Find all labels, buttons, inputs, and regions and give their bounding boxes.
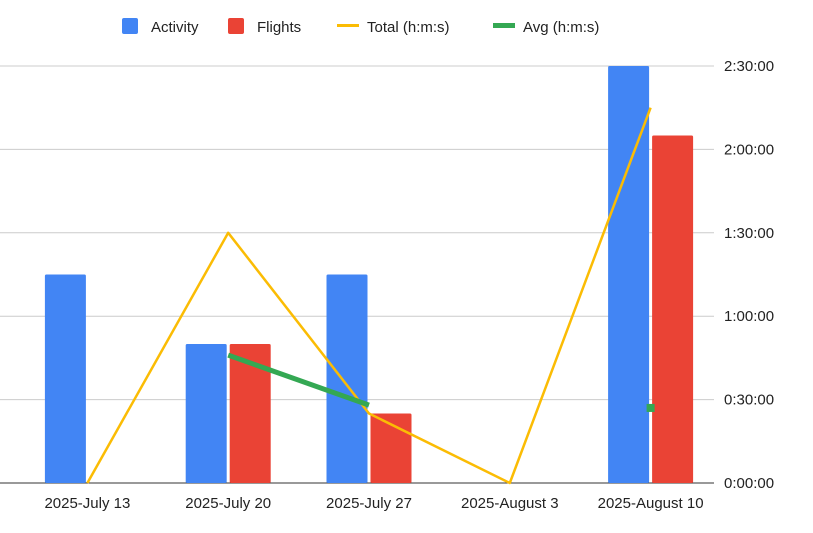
bar-activity: [608, 66, 650, 483]
x-tick-label: 2025-July 20: [185, 495, 271, 512]
legend-swatch: [493, 23, 515, 28]
x-tick-label: 2025-August 10: [598, 495, 704, 512]
bar-activity: [326, 274, 368, 483]
bar-activity: [44, 274, 86, 483]
legend-label: Total (h:m:s): [367, 19, 450, 36]
legend-label: Activity: [151, 19, 199, 36]
axes: 0:00:00 0:30:00 1:00:00 1:30:00 2:00:00 2:30:…: [44, 58, 774, 512]
bar-activity: [185, 344, 227, 483]
legend-swatch: [337, 24, 359, 27]
line-avg-h-m-s: [227, 352, 370, 408]
bars: [44, 66, 694, 483]
legend-swatch: [228, 18, 244, 34]
line-total-h-m-s: [86, 107, 652, 485]
x-tick-label: 2025-July 13: [44, 495, 130, 512]
y-tick-label: 1:00:00: [724, 308, 774, 325]
line-series: [86, 107, 655, 485]
legend-label: Flights: [257, 19, 301, 36]
y-tick-label: 0:00:00: [724, 475, 774, 492]
x-tick-label: 2025-August 3: [461, 495, 559, 512]
legend: Activity Flights Total (h:m:s) Avg (h:m:s): [122, 18, 599, 36]
legend-label: Avg (h:m:s): [523, 19, 599, 36]
y-tick-label: 2:00:00: [724, 141, 774, 158]
bar-flights: [370, 413, 412, 483]
y-tick-label: 1:30:00: [724, 225, 774, 242]
y-tick-label: 0:30:00: [724, 392, 774, 409]
bar-flights: [652, 135, 694, 483]
bar-flights: [229, 344, 271, 483]
y-tick-label: 2:30:00: [724, 58, 774, 75]
point-avg-h-m-s: [646, 403, 655, 412]
x-tick-label: 2025-July 27: [326, 495, 412, 512]
legend-swatch: [122, 18, 138, 34]
